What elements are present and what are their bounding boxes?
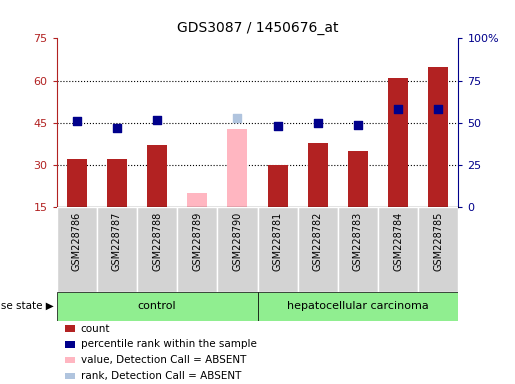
Bar [187, 193, 208, 207]
Point [434, 106, 442, 113]
Bar [428, 66, 448, 207]
Text: GSM228789: GSM228789 [192, 212, 202, 271]
Point [113, 125, 121, 131]
Text: GSM228784: GSM228784 [393, 212, 403, 271]
Text: GSM228783: GSM228783 [353, 212, 363, 271]
Point [153, 116, 161, 122]
Text: GSM228788: GSM228788 [152, 212, 162, 271]
Bar [308, 142, 328, 207]
Text: GSM228790: GSM228790 [232, 212, 243, 271]
Text: GSM228782: GSM228782 [313, 212, 323, 271]
Bar [228, 129, 248, 207]
Text: GSM228785: GSM228785 [433, 212, 443, 271]
Point [394, 106, 402, 113]
Bar [65, 373, 75, 379]
Text: disease state ▶: disease state ▶ [0, 301, 54, 311]
Bar [107, 159, 127, 207]
Text: hepatocellular carcinoma: hepatocellular carcinoma [287, 301, 429, 311]
Bar [147, 146, 167, 207]
Text: count: count [81, 324, 110, 334]
FancyBboxPatch shape [298, 207, 338, 292]
Text: value, Detection Call = ABSENT: value, Detection Call = ABSENT [81, 355, 246, 365]
Text: GSM228787: GSM228787 [112, 212, 122, 271]
FancyBboxPatch shape [338, 207, 378, 292]
FancyBboxPatch shape [97, 207, 137, 292]
FancyBboxPatch shape [258, 207, 298, 292]
FancyBboxPatch shape [177, 207, 217, 292]
FancyBboxPatch shape [378, 207, 418, 292]
Point [354, 121, 362, 127]
FancyBboxPatch shape [217, 207, 258, 292]
Bar [65, 357, 75, 363]
Bar [57, 292, 258, 321]
Point [273, 123, 282, 129]
Text: control: control [138, 301, 176, 311]
Bar [66, 159, 87, 207]
Point [233, 115, 242, 121]
Point [73, 118, 81, 124]
Bar [65, 325, 75, 332]
Text: rank, Detection Call = ABSENT: rank, Detection Call = ABSENT [81, 371, 241, 381]
Bar [65, 341, 75, 348]
Bar [348, 151, 368, 207]
Bar [258, 292, 458, 321]
Point [314, 120, 322, 126]
Text: GSM228781: GSM228781 [272, 212, 283, 271]
Bar [268, 165, 287, 207]
FancyBboxPatch shape [418, 207, 458, 292]
Title: GDS3087 / 1450676_at: GDS3087 / 1450676_at [177, 21, 338, 35]
Text: GSM228786: GSM228786 [72, 212, 82, 271]
FancyBboxPatch shape [57, 207, 97, 292]
Text: percentile rank within the sample: percentile rank within the sample [81, 339, 256, 349]
FancyBboxPatch shape [137, 207, 177, 292]
Bar [388, 78, 408, 207]
